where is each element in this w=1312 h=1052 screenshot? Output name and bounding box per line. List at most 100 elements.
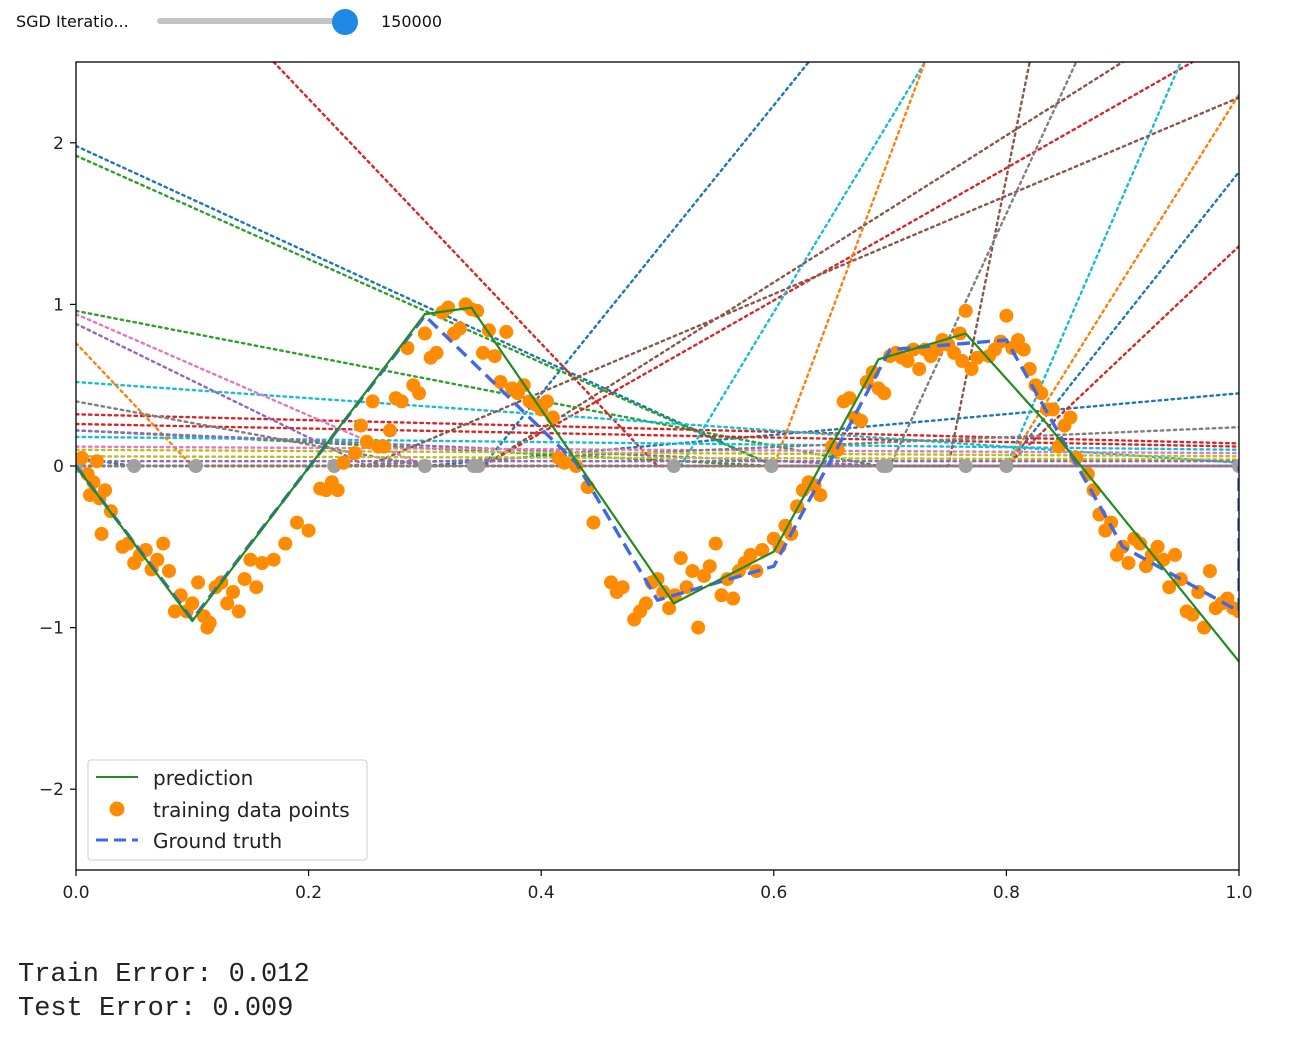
training-point-144 [964, 362, 979, 376]
training-point-68 [487, 349, 502, 364]
y-tick-label-0: −2 [39, 780, 64, 800]
training-point-169 [1121, 556, 1136, 570]
training-point-100 [702, 559, 717, 574]
slider-value: 150000 [381, 12, 443, 31]
knot-marker-4 [417, 459, 432, 473]
training-point-77 [540, 394, 554, 409]
x-tick-label-2: 0.4 [528, 883, 555, 903]
legend-box [87, 759, 368, 861]
sgd-fit-chart: 0.0 0.2 0.4 0.6 0.8 1.0 −2 −1 0 1 2 prediction tr… [39, 61, 1253, 903]
training-point-132 [900, 354, 915, 368]
training-point-37 [290, 515, 304, 530]
training-point-56 [417, 326, 432, 341]
basis-line-25 [76, 445, 1239, 455]
training-point-155 [1034, 386, 1049, 401]
training-point-49 [377, 439, 392, 454]
training-point-176 [1162, 580, 1177, 595]
slider-thumb[interactable] [332, 9, 358, 35]
training-point-95 [673, 551, 688, 566]
training-point-47 [365, 394, 380, 409]
training-point-44 [348, 446, 363, 461]
training-point-102 [714, 588, 729, 603]
training-point-101 [708, 536, 723, 551]
training-point-65 [470, 303, 485, 318]
basis-line-30 [76, 455, 1239, 461]
training-point-118 [813, 488, 828, 503]
training-point-107 [743, 547, 758, 562]
basis-line-11 [76, 422, 1239, 448]
training-point-4 [89, 454, 104, 469]
training-point-142 [955, 354, 970, 368]
training-point-35 [266, 552, 281, 567]
training-point-31 [237, 572, 252, 587]
training-point-177 [1168, 547, 1182, 562]
training-point-18 [167, 604, 182, 619]
main-lines [76, 306, 1239, 663]
knot-marker-7 [666, 459, 681, 473]
y-tick-label-4: 2 [53, 134, 64, 154]
prediction-line [76, 306, 1239, 663]
training-point-42 [330, 483, 345, 498]
training-point-143 [958, 303, 973, 318]
training-point-120 [830, 442, 845, 457]
training-point-97 [685, 564, 700, 578]
training-point-45 [353, 418, 368, 433]
knot-markers [76, 459, 1239, 473]
training-point-6 [94, 526, 109, 541]
training-point-174 [1150, 539, 1165, 554]
training-point-152 [1016, 342, 1031, 357]
training-point-104 [726, 591, 741, 606]
training-point-36 [278, 536, 293, 551]
train-error-text: Train Error: 0.012 [18, 960, 310, 990]
training-point-109 [755, 543, 770, 557]
x-tick-label-5: 1.0 [1225, 883, 1252, 903]
training-point-103 [720, 572, 735, 587]
training-point-157 [1045, 402, 1060, 417]
training-point-145 [970, 350, 985, 365]
training-point-46 [359, 434, 374, 449]
training-point-86 [615, 580, 630, 595]
slider-label: SGD Iteratio... [16, 12, 129, 31]
training-point-66 [476, 345, 490, 360]
training-point-160 [1063, 410, 1078, 425]
training-point-98 [691, 620, 706, 635]
training-point-134 [912, 362, 927, 376]
training-point-17 [162, 564, 176, 578]
training-point-15 [150, 552, 165, 567]
training-point-16 [156, 536, 171, 551]
training-point-149 [999, 308, 1014, 323]
training-point-93 [662, 601, 677, 616]
knot-marker-13 [1232, 459, 1239, 473]
training-point-52 [394, 394, 409, 409]
training-point-166 [1104, 515, 1119, 530]
legend-label-ground-truth: Ground truth [153, 829, 282, 853]
training-point-22 [191, 575, 206, 590]
training-point-172 [1139, 559, 1153, 574]
knot-marker-12 [999, 459, 1014, 473]
knot-marker-2 [188, 459, 203, 473]
x-tick-label-4: 0.8 [993, 883, 1020, 903]
knot-marker-6 [471, 459, 486, 473]
test-error-text: Test Error: 0.009 [18, 994, 294, 1024]
training-point-80 [557, 455, 572, 470]
training-point-28 [220, 596, 235, 611]
training-point-32 [243, 552, 258, 567]
y-tick-label-1: −1 [39, 619, 64, 639]
training-point-43 [336, 455, 351, 470]
error-output: Train Error: 0.012 Test Error: 0.009 [18, 958, 310, 1026]
training-point-7 [98, 483, 113, 498]
training-point-33 [249, 580, 264, 595]
training-point-180 [1185, 607, 1200, 622]
training-point-0 [76, 450, 89, 465]
training-point-58 [429, 345, 444, 360]
basis-line-5 [76, 309, 1239, 468]
training-point-70 [499, 324, 514, 339]
x-tick-label-1: 0.2 [295, 883, 322, 903]
training-point-30 [231, 604, 246, 619]
slider-track[interactable] [157, 18, 345, 24]
legend-label-prediction: prediction [153, 766, 253, 790]
training-point-62 [452, 321, 467, 336]
training-point-34 [255, 556, 270, 570]
training-point-29 [226, 585, 240, 599]
x-axis: 0.0 0.2 0.4 0.6 0.8 1.0 [62, 870, 1253, 903]
